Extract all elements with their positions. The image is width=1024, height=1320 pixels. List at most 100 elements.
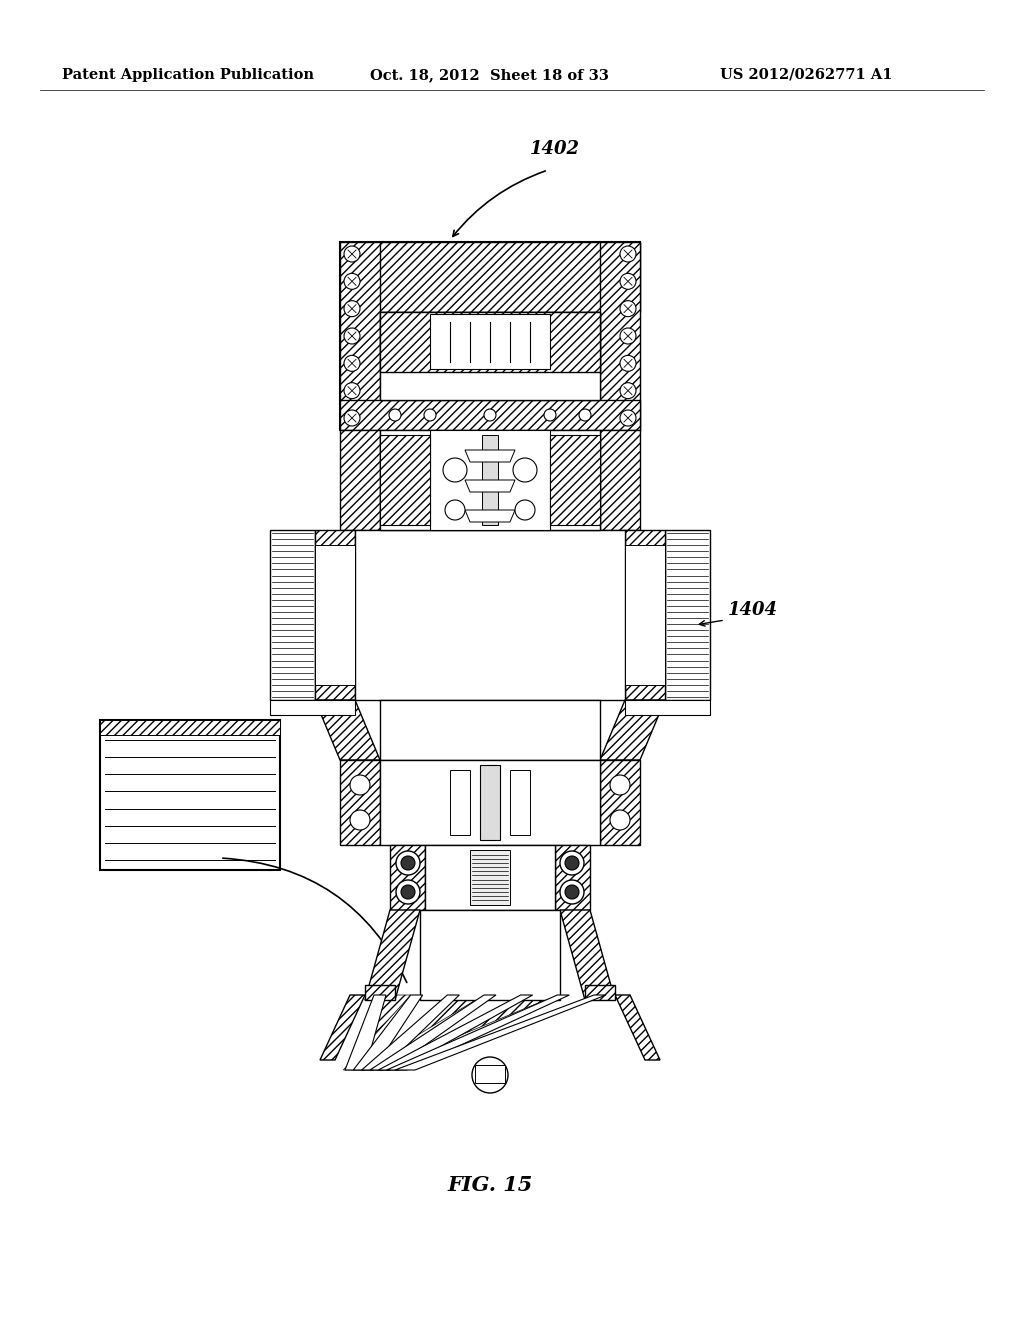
- Circle shape: [560, 851, 584, 875]
- Polygon shape: [555, 845, 590, 909]
- Circle shape: [620, 327, 636, 345]
- Circle shape: [620, 246, 636, 261]
- Text: 1404: 1404: [728, 601, 778, 619]
- Polygon shape: [380, 700, 600, 760]
- Circle shape: [565, 855, 579, 870]
- Polygon shape: [550, 436, 600, 525]
- Polygon shape: [270, 700, 355, 715]
- Polygon shape: [380, 312, 600, 372]
- Polygon shape: [340, 430, 380, 531]
- Polygon shape: [345, 995, 386, 1071]
- Polygon shape: [420, 909, 560, 1001]
- Polygon shape: [482, 436, 498, 525]
- Polygon shape: [465, 480, 515, 492]
- Polygon shape: [480, 766, 500, 840]
- Polygon shape: [100, 719, 280, 870]
- Polygon shape: [380, 312, 600, 400]
- Polygon shape: [370, 995, 496, 1071]
- Polygon shape: [585, 985, 615, 1001]
- Circle shape: [579, 409, 591, 421]
- Circle shape: [484, 409, 496, 421]
- Polygon shape: [315, 545, 355, 685]
- Polygon shape: [395, 995, 606, 1071]
- Polygon shape: [390, 845, 425, 909]
- Text: 1402: 1402: [530, 140, 580, 158]
- Circle shape: [344, 411, 360, 426]
- Polygon shape: [365, 985, 395, 1001]
- Polygon shape: [340, 242, 380, 430]
- Polygon shape: [365, 909, 420, 1001]
- Circle shape: [620, 383, 636, 399]
- Polygon shape: [378, 995, 532, 1071]
- Polygon shape: [615, 995, 660, 1060]
- Circle shape: [344, 383, 360, 399]
- Circle shape: [344, 301, 360, 317]
- Circle shape: [344, 327, 360, 345]
- Text: Patent Application Publication: Patent Application Publication: [62, 69, 314, 82]
- Circle shape: [396, 851, 420, 875]
- Circle shape: [610, 810, 630, 830]
- Circle shape: [344, 355, 360, 371]
- Polygon shape: [315, 531, 355, 700]
- Polygon shape: [355, 531, 625, 700]
- Circle shape: [620, 301, 636, 317]
- Text: Oct. 18, 2012  Sheet 18 of 33: Oct. 18, 2012 Sheet 18 of 33: [370, 69, 609, 82]
- Polygon shape: [340, 242, 640, 312]
- Polygon shape: [361, 995, 460, 1071]
- Circle shape: [610, 775, 630, 795]
- Circle shape: [544, 409, 556, 421]
- Polygon shape: [340, 760, 380, 845]
- Circle shape: [513, 458, 537, 482]
- Polygon shape: [380, 760, 600, 845]
- Polygon shape: [315, 700, 380, 760]
- Polygon shape: [380, 436, 430, 525]
- Polygon shape: [340, 400, 640, 430]
- Polygon shape: [430, 430, 550, 531]
- Polygon shape: [600, 242, 640, 430]
- Circle shape: [389, 409, 401, 421]
- Circle shape: [344, 273, 360, 289]
- Circle shape: [443, 458, 467, 482]
- Polygon shape: [425, 845, 555, 909]
- Polygon shape: [625, 700, 710, 715]
- Polygon shape: [340, 242, 640, 430]
- Circle shape: [350, 775, 370, 795]
- Polygon shape: [465, 450, 515, 462]
- Polygon shape: [343, 995, 411, 1071]
- Polygon shape: [100, 719, 280, 735]
- Circle shape: [620, 411, 636, 426]
- Circle shape: [472, 1057, 508, 1093]
- Circle shape: [350, 810, 370, 830]
- Text: US 2012/0262771 A1: US 2012/0262771 A1: [720, 69, 893, 82]
- Circle shape: [445, 500, 465, 520]
- Polygon shape: [360, 995, 484, 1071]
- Circle shape: [344, 246, 360, 261]
- Polygon shape: [380, 430, 600, 531]
- Polygon shape: [600, 430, 640, 531]
- Circle shape: [565, 884, 579, 899]
- Circle shape: [396, 880, 420, 904]
- Polygon shape: [510, 770, 530, 836]
- Circle shape: [401, 855, 415, 870]
- Polygon shape: [377, 995, 557, 1071]
- Polygon shape: [319, 995, 365, 1060]
- Polygon shape: [560, 909, 615, 1001]
- Polygon shape: [665, 531, 710, 700]
- Text: FIG. 15: FIG. 15: [447, 1175, 532, 1195]
- Circle shape: [515, 500, 535, 520]
- Polygon shape: [387, 995, 569, 1071]
- Polygon shape: [353, 995, 423, 1071]
- Polygon shape: [430, 314, 550, 370]
- Circle shape: [620, 273, 636, 289]
- Polygon shape: [625, 545, 665, 685]
- Polygon shape: [270, 531, 315, 700]
- Polygon shape: [600, 700, 665, 760]
- Circle shape: [560, 880, 584, 904]
- Circle shape: [620, 355, 636, 371]
- Polygon shape: [475, 1065, 505, 1082]
- Polygon shape: [600, 760, 640, 845]
- Polygon shape: [465, 510, 515, 521]
- Circle shape: [424, 409, 436, 421]
- Polygon shape: [625, 531, 665, 700]
- Polygon shape: [470, 850, 510, 906]
